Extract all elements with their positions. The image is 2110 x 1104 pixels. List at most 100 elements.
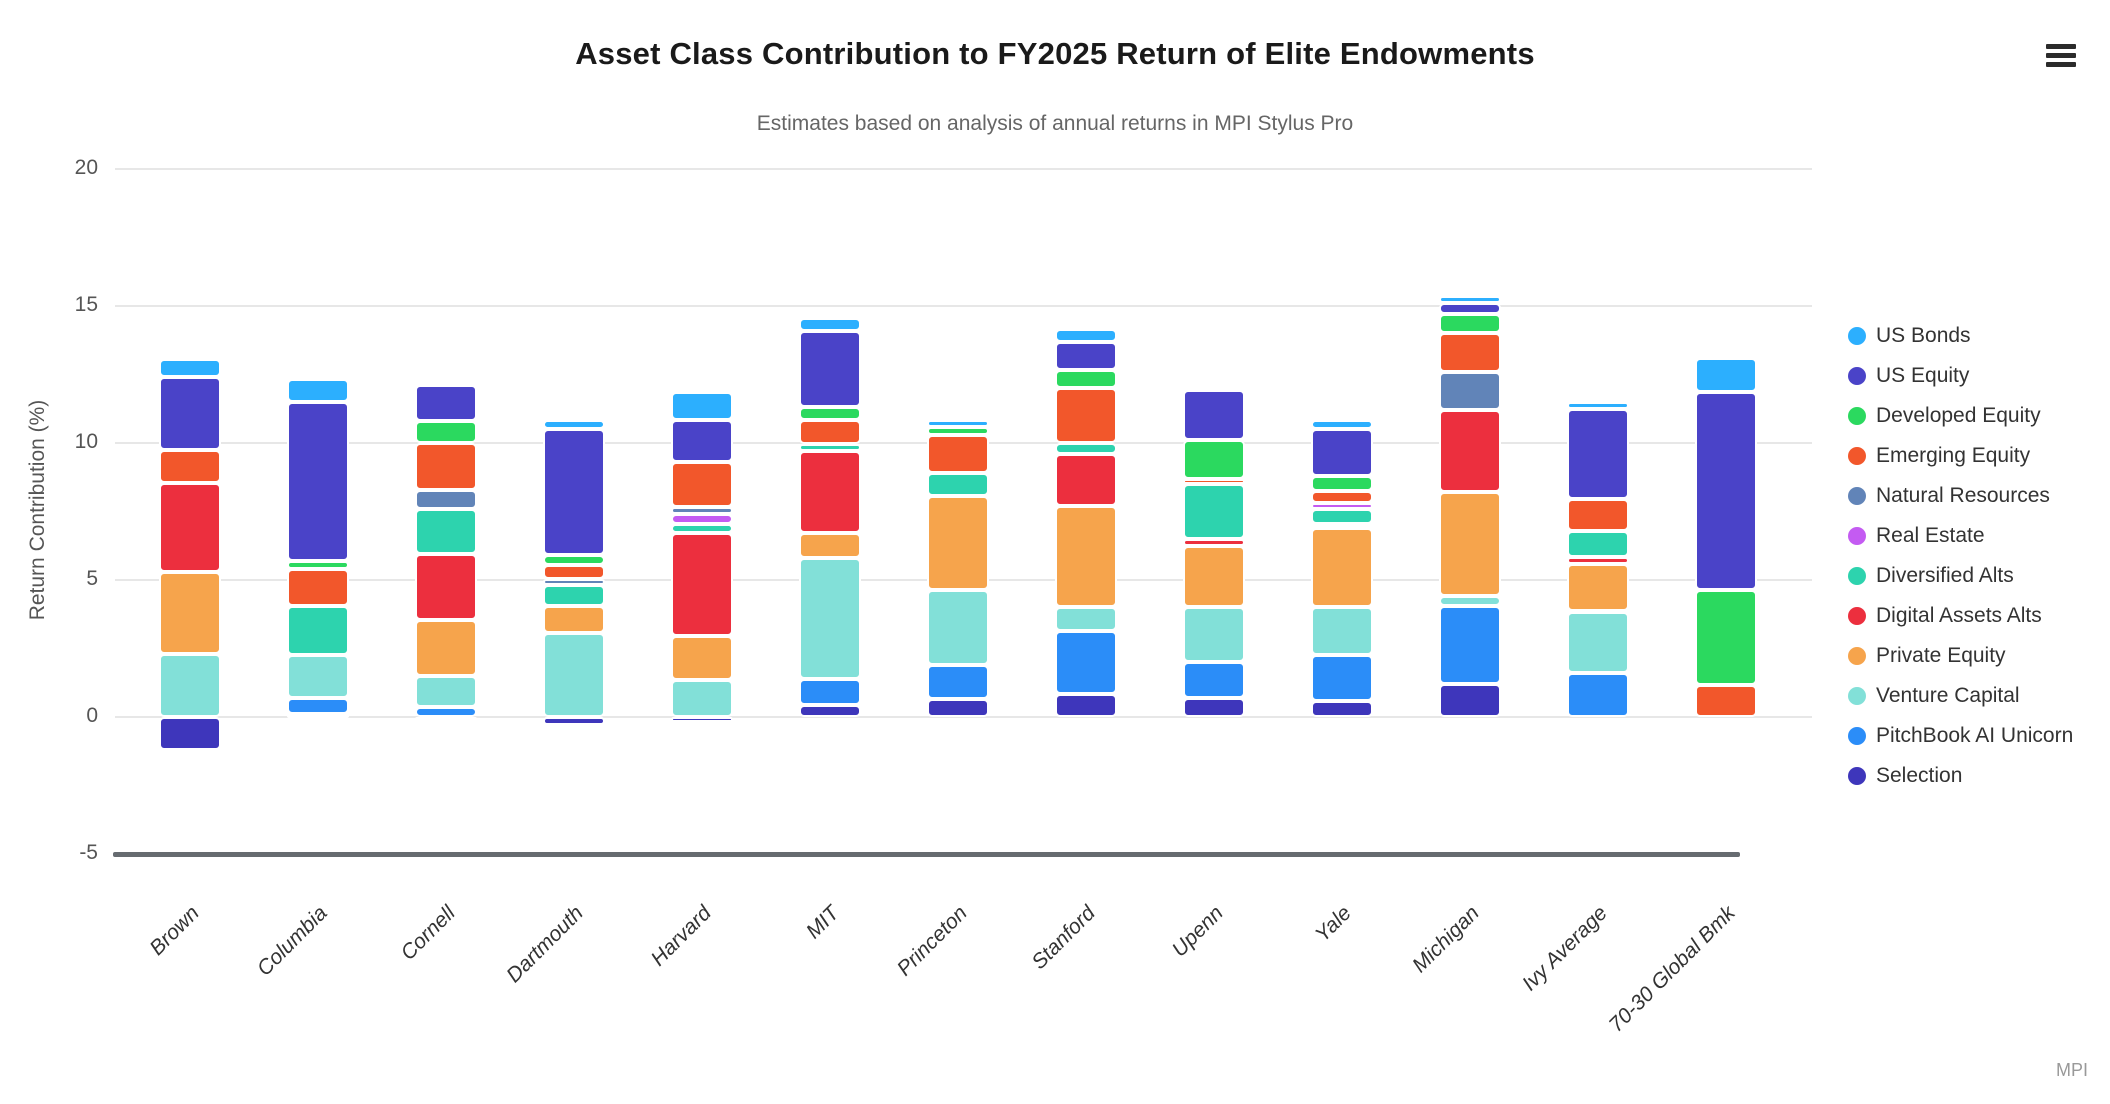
bar-segment[interactable]	[671, 507, 733, 515]
bar-segment[interactable]	[1055, 607, 1117, 631]
bar-segment[interactable]	[1311, 429, 1373, 476]
legend-item[interactable]: Real Estate	[1848, 516, 2073, 556]
bar-segment[interactable]	[799, 419, 861, 445]
legend-item[interactable]: US Bonds	[1848, 316, 2073, 356]
bar-segment[interactable]	[1055, 341, 1117, 371]
bar-segment[interactable]	[927, 426, 989, 435]
bar-segment[interactable]	[159, 717, 221, 750]
bar-segment[interactable]	[1183, 607, 1245, 663]
bar-segment[interactable]	[1567, 499, 1629, 531]
bar-segment[interactable]	[799, 407, 861, 420]
bar-segment[interactable]	[1567, 408, 1629, 500]
bar-segment[interactable]	[543, 585, 605, 607]
bar-segment[interactable]	[1695, 685, 1757, 717]
bar-segment[interactable]	[1055, 388, 1117, 443]
bar-segment[interactable]	[927, 473, 989, 497]
bar-segment[interactable]	[543, 555, 605, 565]
context-menu-button[interactable]	[2046, 44, 2078, 74]
bar-segment[interactable]	[1183, 478, 1245, 485]
bar-segment[interactable]	[287, 697, 349, 715]
bar-segment[interactable]	[799, 558, 861, 679]
bar-segment[interactable]	[1567, 530, 1629, 557]
bar-segment[interactable]	[415, 717, 477, 721]
bar-segment[interactable]	[1055, 630, 1117, 694]
bar-segment[interactable]	[543, 578, 605, 586]
bar-segment[interactable]	[671, 717, 733, 723]
legend-item[interactable]: Venture Capital	[1848, 676, 2073, 716]
bar-segment[interactable]	[287, 378, 349, 402]
bar-segment[interactable]	[1567, 673, 1629, 717]
bar-segment[interactable]	[415, 385, 477, 422]
bar-segment[interactable]	[543, 633, 605, 717]
bar-segment[interactable]	[799, 318, 861, 331]
bar-segment[interactable]	[1439, 296, 1501, 304]
bar-segment[interactable]	[671, 523, 733, 534]
bar-segment[interactable]	[415, 508, 477, 554]
bar-segment[interactable]	[1183, 545, 1245, 608]
bar-segment[interactable]	[287, 569, 349, 607]
bar-segment[interactable]	[671, 680, 733, 717]
bar-segment[interactable]	[1183, 538, 1245, 546]
bar-segment[interactable]	[159, 571, 221, 654]
bar-segment[interactable]	[1695, 589, 1757, 686]
bar-segment[interactable]	[287, 560, 349, 570]
bar-segment[interactable]	[1439, 371, 1501, 411]
bar-segment[interactable]	[1055, 329, 1117, 342]
legend-item[interactable]: US Equity	[1848, 356, 2073, 396]
bar-segment[interactable]	[799, 533, 861, 559]
bar-segment[interactable]	[1439, 333, 1501, 372]
bar-segment[interactable]	[927, 496, 989, 590]
bar-segment[interactable]	[415, 553, 477, 620]
bar-segment[interactable]	[1311, 503, 1373, 509]
bar-segment[interactable]	[1311, 508, 1373, 524]
bar-segment[interactable]	[1439, 684, 1501, 717]
bar-segment[interactable]	[1311, 523, 1373, 528]
bar-segment[interactable]	[1567, 611, 1629, 674]
bar-segment[interactable]	[415, 675, 477, 708]
bar-segment[interactable]	[1183, 389, 1245, 441]
bar-segment[interactable]	[671, 514, 733, 524]
bar-segment[interactable]	[1311, 419, 1373, 430]
bar-segment[interactable]	[1695, 358, 1757, 393]
bar-segment[interactable]	[543, 717, 605, 726]
legend-item[interactable]: Diversified Alts	[1848, 556, 2073, 596]
bar-segment[interactable]	[671, 392, 733, 420]
bar-segment[interactable]	[159, 449, 221, 483]
bar-segment[interactable]	[1695, 392, 1757, 590]
bar-segment[interactable]	[415, 619, 477, 676]
bar-segment[interactable]	[415, 443, 477, 490]
bar-segment[interactable]	[1439, 303, 1501, 315]
bar-segment[interactable]	[1311, 655, 1373, 701]
bar-segment[interactable]	[927, 434, 989, 474]
bar-segment[interactable]	[1439, 410, 1501, 493]
bar-segment[interactable]	[1055, 506, 1117, 608]
bar-segment[interactable]	[1311, 490, 1373, 504]
bar-segment[interactable]	[159, 359, 221, 378]
bar-segment[interactable]	[799, 330, 861, 408]
bar-segment[interactable]	[671, 462, 733, 508]
bar-segment[interactable]	[543, 429, 605, 556]
bar-segment[interactable]	[543, 564, 605, 579]
legend-item[interactable]: PitchBook AI Unicorn	[1848, 716, 2073, 756]
bar-segment[interactable]	[1055, 443, 1117, 454]
bar-segment[interactable]	[799, 451, 861, 534]
bar-segment[interactable]	[287, 714, 349, 719]
bar-segment[interactable]	[1183, 440, 1245, 479]
credits-link[interactable]: MPI	[2055, 1060, 2088, 1080]
bar-segment[interactable]	[1311, 475, 1373, 491]
bar-segment[interactable]	[799, 704, 861, 717]
bar-segment[interactable]	[1439, 492, 1501, 597]
bar-segment[interactable]	[1055, 370, 1117, 389]
bar-segment[interactable]	[1311, 527, 1373, 608]
bar-segment[interactable]	[671, 636, 733, 680]
legend-item[interactable]: Developed Equity	[1848, 396, 2073, 436]
bar-segment[interactable]	[415, 707, 477, 717]
legend-item[interactable]: Emerging Equity	[1848, 436, 2073, 476]
bar-segment[interactable]	[543, 419, 605, 430]
bar-segment[interactable]	[1055, 453, 1117, 506]
bar-segment[interactable]	[799, 444, 861, 452]
bar-segment[interactable]	[927, 419, 989, 427]
bar-segment[interactable]	[1183, 697, 1245, 717]
legend-item[interactable]: Private Equity	[1848, 636, 2073, 676]
legend-item[interactable]: Natural Resources	[1848, 476, 2073, 516]
